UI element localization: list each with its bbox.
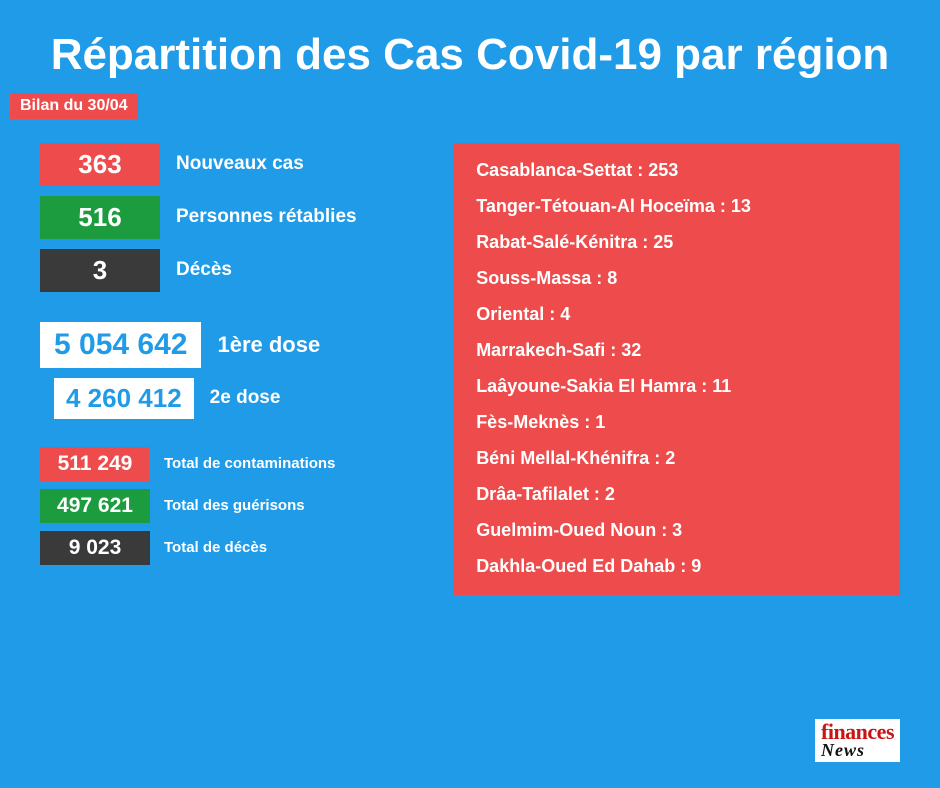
- total-value: 497 621: [40, 489, 150, 523]
- region-item: Tanger-Tétouan-Al Hoceïma : 13: [476, 197, 880, 215]
- region-item: Fès-Meknès : 1: [476, 413, 880, 431]
- region-item: Casablanca-Settat : 253: [476, 161, 880, 179]
- stat-value: 363: [40, 143, 160, 186]
- total-label: Total des guérisons: [164, 497, 305, 514]
- total-value: 511 249: [40, 447, 150, 481]
- totals-section: 511 249 Total de contaminations 497 621 Tot…: [40, 447, 434, 565]
- dose-value: 5 054 642: [40, 322, 201, 368]
- right-column: Casablanca-Settat : 253 Tanger-Tétouan-Al…: [444, 143, 900, 595]
- region-item: Béni Mellal-Khénifra : 2: [476, 449, 880, 467]
- logo-text-bottom: News: [821, 742, 894, 759]
- region-item: Guelmim-Oued Noun : 3: [476, 521, 880, 539]
- total-label: Total de contaminations: [164, 455, 335, 472]
- region-item: Oriental : 4: [476, 305, 880, 323]
- stat-label: Nouveaux cas: [176, 153, 304, 175]
- region-item: Rabat-Salé-Kénitra : 25: [476, 233, 880, 251]
- stat-row: 363 Nouveaux cas: [40, 143, 434, 186]
- region-item: Laâyoune-Sakia El Hamra : 11: [476, 377, 880, 395]
- daily-stats: 363 Nouveaux cas 516 Personnes rétablies 3 Dé…: [40, 143, 434, 292]
- logo-text-top: finances: [821, 722, 894, 742]
- total-value: 9 023: [40, 531, 150, 565]
- region-item: Souss-Massa : 8: [476, 269, 880, 287]
- total-row: 511 249 Total de contaminations: [40, 447, 434, 481]
- total-label: Total de décès: [164, 539, 267, 556]
- date-badge: Bilan du 30/04: [10, 93, 138, 119]
- stat-row: 3 Décès: [40, 249, 434, 292]
- publisher-logo: finances News: [815, 719, 900, 762]
- dose-row: 5 054 642 1ère dose: [40, 322, 434, 368]
- region-panel: Casablanca-Settat : 253 Tanger-Tétouan-Al…: [454, 143, 900, 595]
- stat-row: 516 Personnes rétablies: [40, 196, 434, 239]
- region-item: Dakhla-Oued Ed Dahab : 9: [476, 557, 880, 575]
- stat-value: 3: [40, 249, 160, 292]
- dose-value: 4 260 412: [54, 378, 194, 419]
- dose-section: 5 054 642 1ère dose 4 260 412 2e dose: [40, 322, 434, 419]
- infographic-page: Répartition des Cas Covid-19 par région …: [0, 0, 940, 788]
- total-row: 9 023 Total de décès: [40, 531, 434, 565]
- stat-label: Personnes rétablies: [176, 206, 357, 228]
- dose-label: 2e dose: [210, 387, 281, 409]
- dose-label: 1ère dose: [217, 332, 320, 358]
- stat-value: 516: [40, 196, 160, 239]
- stat-label: Décès: [176, 259, 232, 281]
- dose-row: 4 260 412 2e dose: [40, 378, 434, 419]
- total-row: 497 621 Total des guérisons: [40, 489, 434, 523]
- content-row: 363 Nouveaux cas 516 Personnes rétablies 3 Dé…: [40, 143, 900, 595]
- region-item: Marrakech-Safi : 32: [476, 341, 880, 359]
- left-column: 363 Nouveaux cas 516 Personnes rétablies 3 Dé…: [40, 143, 444, 595]
- page-title: Répartition des Cas Covid-19 par région: [40, 30, 900, 81]
- region-item: Drâa-Tafilalet : 2: [476, 485, 880, 503]
